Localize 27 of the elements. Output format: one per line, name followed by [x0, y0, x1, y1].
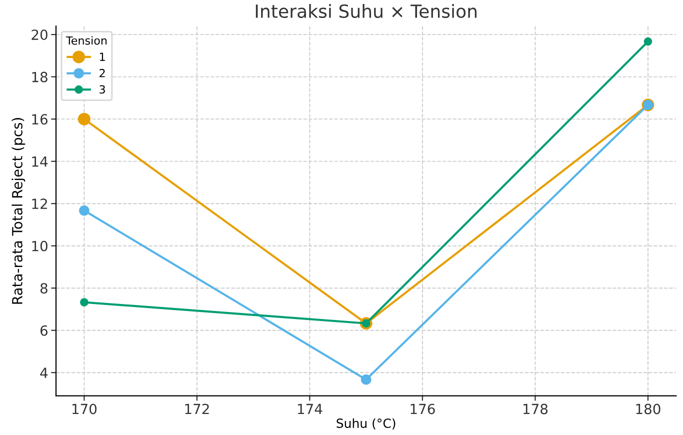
x-tick-label: 176	[410, 404, 435, 414]
x-tick-label: 180	[636, 404, 660, 414]
point	[78, 112, 90, 126]
y-tick-label: 16	[32, 114, 48, 125]
legend-label: 3	[100, 85, 105, 94]
x-tick-label: 174	[298, 404, 322, 414]
y-tick-label: 6	[40, 325, 48, 336]
legend-label: 1	[100, 52, 105, 61]
legend-title: Tension	[66, 36, 107, 45]
point	[78, 205, 90, 216]
point	[80, 298, 88, 306]
y-tick-label: 12	[32, 198, 47, 209]
y-tick-label: 8	[40, 283, 48, 294]
y-tick-label: 4	[40, 368, 48, 378]
x-axis-title: Suhu (°C)	[336, 418, 396, 430]
y-axis-title: Rata-rata Total Reject (pcs)	[12, 118, 26, 304]
x-tick-label: 170	[72, 404, 97, 414]
point	[644, 37, 652, 46]
legend-label: 2	[100, 68, 105, 78]
y-tick-label: 10	[32, 240, 48, 252]
x-tick-label: 178	[523, 404, 548, 414]
y-tick-label: 20	[32, 30, 48, 40]
y-tick-label: 18	[32, 72, 48, 82]
y-tick-label: 14	[32, 156, 48, 167]
x-tick-label: 172	[185, 404, 209, 414]
chart-title: Interaksi Suhu × Tension	[256, 4, 476, 18]
point	[360, 374, 372, 385]
